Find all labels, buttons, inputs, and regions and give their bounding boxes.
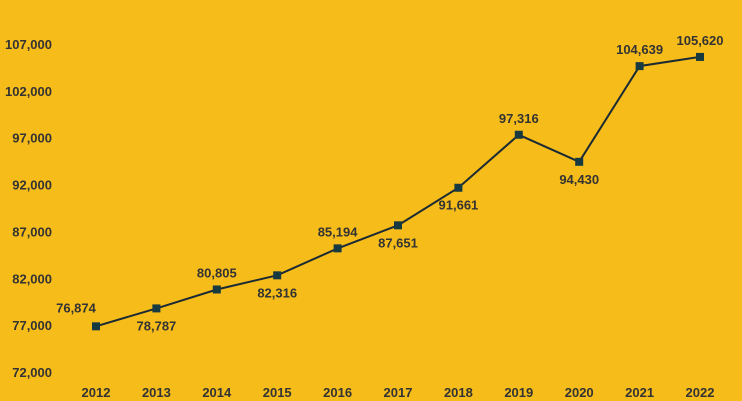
y-tick-label: 107,000 [5,37,52,52]
y-axis: 72,000 77,000 82,000 87,000 92,000 97,000 102,… [5,37,52,380]
data-label: 94,430 [559,172,599,187]
x-tick-label: 2013 [142,385,171,400]
x-tick-label: 2016 [323,385,352,400]
data-label: 85,194 [318,224,359,239]
x-tick-label: 2020 [565,385,594,400]
x-tick-label: 2014 [202,385,232,400]
y-tick-label: 97,000 [12,131,52,146]
data-label: 97,316 [499,111,539,126]
data-point [454,183,463,192]
x-tick-label: 2017 [384,385,413,400]
series-line [95,55,701,328]
y-tick-label: 102,000 [5,84,52,99]
data-labels: 76,874 78,787 80,805 82,316 85,194 87,651 91,6… [56,33,723,333]
y-tick-label: 77,000 [12,318,52,333]
data-point [575,157,584,166]
x-tick-label: 2022 [686,385,715,400]
x-tick-label: 2019 [504,385,533,400]
y-tick-label: 87,000 [12,224,52,239]
plot-area [92,52,704,331]
data-label: 82,316 [257,285,297,300]
data-point [394,221,402,230]
data-label: 104,639 [616,42,663,57]
data-point [92,322,100,331]
data-label: 105,620 [677,33,724,48]
data-label: 91,661 [439,198,479,213]
data-point [212,285,221,294]
x-tick-label: 2015 [263,385,292,400]
data-point [152,304,161,313]
data-point [333,244,342,253]
data-label: 87,651 [378,235,418,250]
data-label: 80,805 [197,265,237,280]
data-point [514,130,523,139]
x-tick-label: 2018 [444,385,473,400]
data-label: 78,787 [137,318,177,333]
x-tick-label: 2021 [625,385,654,400]
y-tick-label: 92,000 [12,178,52,193]
data-point [273,271,282,280]
x-axis: 2012 2013 2014 2015 2016 2017 2018 2019 2020 2021… [82,385,715,400]
y-tick-label: 72,000 [12,365,52,380]
x-tick-label: 2012 [82,385,111,400]
data-point [635,62,644,71]
data-label: 76,874 [56,300,97,315]
data-point [696,52,704,61]
y-tick-label: 82,000 [12,271,52,286]
